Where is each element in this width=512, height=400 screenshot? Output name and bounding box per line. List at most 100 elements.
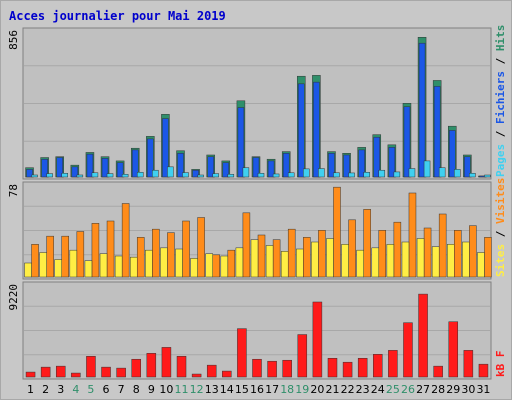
bar-fichiers-day-30	[464, 156, 471, 178]
x-tick-label-day-19: 19	[295, 383, 309, 396]
bar-sites-day-27	[416, 238, 425, 278]
bar-fichiers-day-6	[101, 158, 109, 178]
bar-pages-day-10	[167, 166, 174, 178]
x-tick-label-day-13: 13	[205, 383, 219, 396]
legend-separator: /	[494, 224, 507, 244]
bar-fichiers-day-5	[86, 153, 94, 178]
bar-visites-day-12	[197, 217, 205, 278]
x-tick-label-day-17: 17	[265, 383, 279, 396]
bar-pages-day-30	[469, 173, 476, 178]
x-tick-label-day-5: 5	[87, 383, 94, 396]
bar-sites-day-21	[326, 238, 334, 278]
x-tick-label-day-22: 22	[341, 383, 355, 396]
bar-visites-day-15	[242, 212, 251, 278]
bar-sites-day-30	[462, 241, 470, 278]
bar-kb-f-day-13	[206, 364, 217, 378]
bar-fichiers-day-1	[26, 169, 33, 178]
bar-kb-f-day-4	[71, 372, 81, 378]
bar-fichiers-day-10	[162, 118, 169, 178]
bar-kb-f-day-29	[448, 321, 459, 378]
bar-kb-f-day-31	[478, 363, 489, 378]
bar-kb-f-day-16	[252, 358, 262, 378]
bar-kb-f-day-10	[161, 347, 172, 378]
bar-kb-f-day-8	[131, 358, 141, 378]
bar-pages-day-12	[197, 174, 204, 178]
bar-sites-day-29	[447, 244, 455, 278]
bar-visites-day-30	[469, 225, 477, 278]
bar-kb-f-day-6	[101, 366, 111, 378]
legend-entry: Sites	[494, 244, 507, 277]
bar-sites-day-6	[99, 253, 108, 278]
bar-fichiers-day-4	[71, 166, 79, 178]
bar-kb-f-day-1	[25, 371, 36, 378]
x-tick-label-day-14: 14	[220, 383, 234, 396]
x-tick-label-day-21: 21	[325, 383, 339, 396]
bar-fichiers-day-15	[237, 107, 245, 178]
bar-pages-day-8	[136, 172, 144, 178]
bar-pages-day-2	[46, 173, 53, 178]
bar-visites-day-14	[227, 249, 236, 278]
x-tick-label-day-3: 3	[57, 383, 64, 396]
x-tick-label-day-25: 25	[386, 383, 400, 396]
bar-pages-day-11	[182, 172, 189, 178]
bar-sites-day-18	[280, 251, 289, 278]
bar-kb-f-day-19	[297, 334, 308, 378]
bar-visites-day-3	[61, 235, 69, 278]
bar-visites-day-5	[91, 223, 100, 278]
bar-kb-f-day-3	[55, 365, 66, 378]
legend-separator: /	[494, 124, 507, 144]
bar-pages-day-31	[484, 174, 491, 178]
bar-pages-day-24	[378, 169, 386, 178]
bar-visites-day-11	[182, 220, 190, 278]
bar-kb-f-day-30	[463, 350, 474, 378]
bar-fichiers-day-9	[147, 138, 154, 178]
x-tick-label-day-24: 24	[371, 383, 385, 396]
bar-kb-f-day-26	[403, 322, 413, 378]
bar-visites-day-29	[454, 230, 462, 278]
bar-sites-day-12	[190, 258, 198, 278]
bar-sites-day-26	[401, 241, 410, 278]
legend-separator: /	[494, 51, 507, 71]
bar-pages-day-15	[242, 167, 250, 178]
panel-3-side-legend: kB F	[494, 351, 507, 378]
legend-entry: Visites	[494, 178, 507, 224]
bar-fichiers-day-3	[56, 157, 63, 178]
legend-entry: Hits	[494, 25, 507, 52]
bar-fichiers-day-24	[373, 136, 381, 178]
bar-kb-f-day-9	[146, 353, 157, 378]
bar-kb-f-day-17	[267, 360, 277, 378]
bar-visites-day-27	[423, 227, 432, 278]
panel-1-max-label: 856	[7, 30, 20, 50]
bar-pages-day-21	[333, 172, 340, 178]
bar-pages-day-29	[454, 169, 461, 178]
bar-visites-day-8	[136, 237, 145, 278]
x-tick-label-day-15: 15	[235, 383, 249, 396]
bar-fichiers-day-25	[388, 147, 396, 178]
x-tick-label-day-20: 20	[310, 383, 324, 396]
bar-visites-day-7	[121, 203, 130, 278]
bar-sites-day-13	[205, 253, 213, 278]
bar-visites-day-6	[106, 220, 115, 278]
x-tick-label-day-12: 12	[190, 383, 204, 396]
bar-fichiers-day-19	[298, 83, 305, 178]
bar-pages-day-23	[363, 172, 370, 178]
bar-visites-day-22	[348, 219, 356, 278]
bar-pages-day-18	[287, 172, 295, 178]
bar-kb-f-day-22	[342, 361, 353, 378]
bar-sites-day-15	[235, 247, 244, 278]
bar-pages-day-26	[408, 168, 416, 178]
bar-sites-day-14	[220, 255, 229, 278]
bar-fichiers-day-14	[222, 162, 230, 178]
x-tick-label-day-4: 4	[72, 383, 79, 396]
bar-visites-day-2	[46, 235, 54, 278]
bar-sites-day-1	[24, 262, 32, 278]
legend-entry: kB F	[494, 351, 507, 378]
bar-sites-day-31	[477, 252, 485, 278]
legend-entry: Pages	[494, 144, 507, 177]
bar-kb-f-day-15	[237, 328, 247, 378]
bar-pages-day-7	[121, 174, 129, 178]
bar-fichiers-day-26	[403, 106, 411, 178]
bar-fichiers-day-20	[313, 81, 320, 178]
